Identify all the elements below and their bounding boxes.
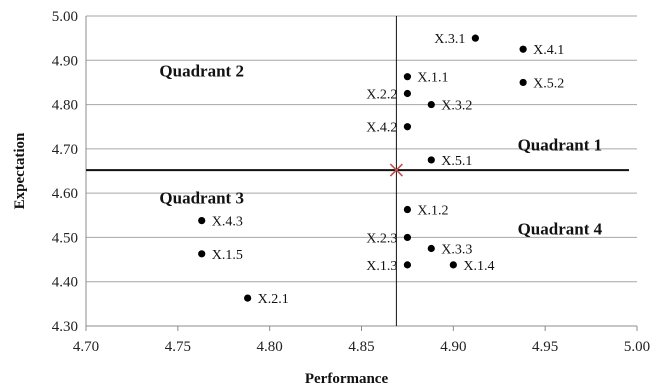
point-label: X.5.1 — [441, 154, 472, 169]
quadrant-label: Quadrant 3 — [159, 189, 244, 208]
point-label: X.5.2 — [533, 76, 564, 91]
point-label: X.4.1 — [533, 43, 564, 58]
point-label: X.2.3 — [366, 231, 397, 246]
data-point — [198, 250, 206, 258]
y-tick-label: 4.30 — [52, 319, 78, 335]
x-tick-label: 4.80 — [257, 339, 283, 355]
point-label: X.4.3 — [212, 215, 243, 230]
tick-labels: 4.30 4.40 4.50 4.60 4.70 4.80 4.90 5.00 4.70 4.75… — [52, 9, 650, 355]
data-point — [403, 261, 412, 269]
x-tick-label: 5.00 — [624, 339, 650, 355]
mean-cross-marker — [389, 163, 403, 177]
y-tick-label: 4.90 — [52, 53, 78, 69]
y-tick-label: 4.80 — [52, 98, 78, 114]
y-axis-title: Expectation — [12, 132, 28, 209]
data-point — [427, 156, 435, 164]
data-point — [427, 244, 435, 253]
y-tick-label: 5.00 — [52, 9, 78, 25]
x-tick-label: 4.90 — [440, 339, 466, 355]
data-point — [449, 261, 457, 269]
data-point — [198, 217, 206, 225]
quadrant-label: Quadrant 1 — [518, 135, 603, 154]
data-point — [244, 294, 252, 302]
gridlines — [86, 15, 637, 327]
point-label: X.2.2 — [366, 88, 397, 103]
y-tick-label: 4.50 — [52, 230, 78, 246]
data-point — [403, 205, 412, 214]
data-points: X.3.1 X.4.1 X.1.1 X.5.2 X.2.2 X.3.2 X.4.2 X.5.1… — [198, 32, 564, 307]
quadrant-labels: Quadrant 1 Quadrant 2 Quadrant 3 Quadrant 4 — [159, 61, 602, 238]
data-point — [403, 123, 412, 131]
point-label: X.1.5 — [212, 248, 243, 263]
point-label: X.3.3 — [441, 243, 472, 258]
quadrant-divider-lines — [86, 16, 629, 326]
point-label: X.2.1 — [258, 292, 289, 307]
point-label: X.3.1 — [434, 32, 465, 47]
point-label: X.4.2 — [366, 121, 397, 136]
x-tick-label: 4.75 — [165, 339, 191, 355]
point-label: X.1.1 — [417, 71, 448, 86]
data-point — [403, 233, 412, 242]
point-label: X.3.2 — [441, 99, 472, 114]
y-tick-label: 4.70 — [52, 142, 78, 158]
x-tick-label: 4.85 — [348, 339, 374, 355]
quadrant-label: Quadrant 2 — [159, 61, 244, 80]
quadrant-label: Quadrant 4 — [518, 220, 603, 239]
data-point — [519, 78, 527, 87]
data-point — [519, 45, 527, 53]
point-label: X.1.2 — [417, 204, 448, 219]
data-point — [427, 100, 435, 109]
data-point — [403, 73, 412, 81]
x-tick-label: 4.70 — [73, 339, 99, 355]
point-label: X.1.4 — [463, 259, 494, 274]
data-point — [471, 34, 479, 42]
x-axis-title: Performance — [305, 371, 389, 387]
y-tick-label: 4.40 — [52, 275, 78, 291]
data-point — [403, 89, 412, 98]
x-tick-label: 4.95 — [532, 339, 558, 355]
y-tick-label: 4.60 — [52, 186, 78, 202]
point-label: X.1.3 — [366, 259, 397, 274]
